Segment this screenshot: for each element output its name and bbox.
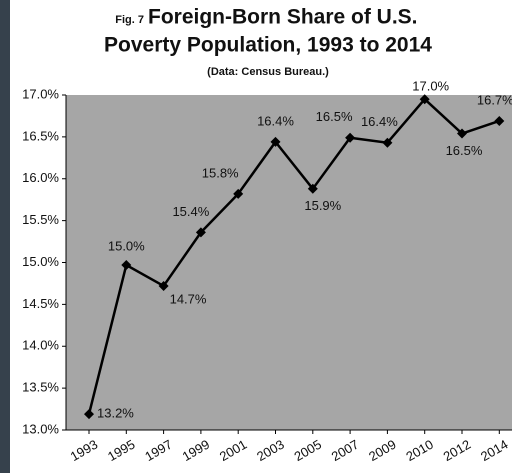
marker [457,128,467,139]
y-tick-label: 13.5% [22,380,59,395]
value-label: 16.4% [257,113,294,128]
marker [419,94,430,105]
chart-title-line2: Poverty Population, 1993 to 2014 [104,34,432,57]
marker [233,188,244,199]
title-prefix: Fig. 7 [115,14,144,26]
value-label: 17.0% [412,79,449,94]
y-tick-label: 15.0% [22,254,59,269]
y-tick-label: 15.5% [22,212,59,227]
value-label: 15.0% [108,238,145,253]
value-label: 16.5% [316,109,353,124]
value-label: 15.8% [202,165,239,180]
value-label: 16.5% [446,143,483,158]
y-tick-label: 16.5% [22,128,59,143]
value-label: 13.2% [97,406,134,421]
data-line [87,97,500,415]
y-tick-label: 14.0% [22,338,59,353]
marker [270,136,281,147]
marker [307,183,318,194]
chart-title: Foreign-Born Share of U.S. [148,6,418,29]
y-tick-label: 17.0% [22,86,59,101]
chart-subtitle: (Data: Census Bureau.) [207,66,329,78]
marker [345,132,356,143]
y-tick-label: 14.5% [22,296,59,311]
value-label: 16.7% [477,92,512,107]
marker [84,409,94,420]
value-label: 15.9% [304,198,341,213]
marker [158,280,169,291]
plot-area [66,95,512,430]
value-label: 16.4% [361,114,398,129]
value-label: 15.4% [172,204,209,219]
marker [382,137,393,148]
marker [195,227,206,238]
y-tick-label: 16.0% [22,170,59,185]
y-tick-label: 13.0% [22,421,59,436]
marker [494,115,505,126]
marker [121,260,132,271]
value-label: 14.7% [170,291,207,306]
